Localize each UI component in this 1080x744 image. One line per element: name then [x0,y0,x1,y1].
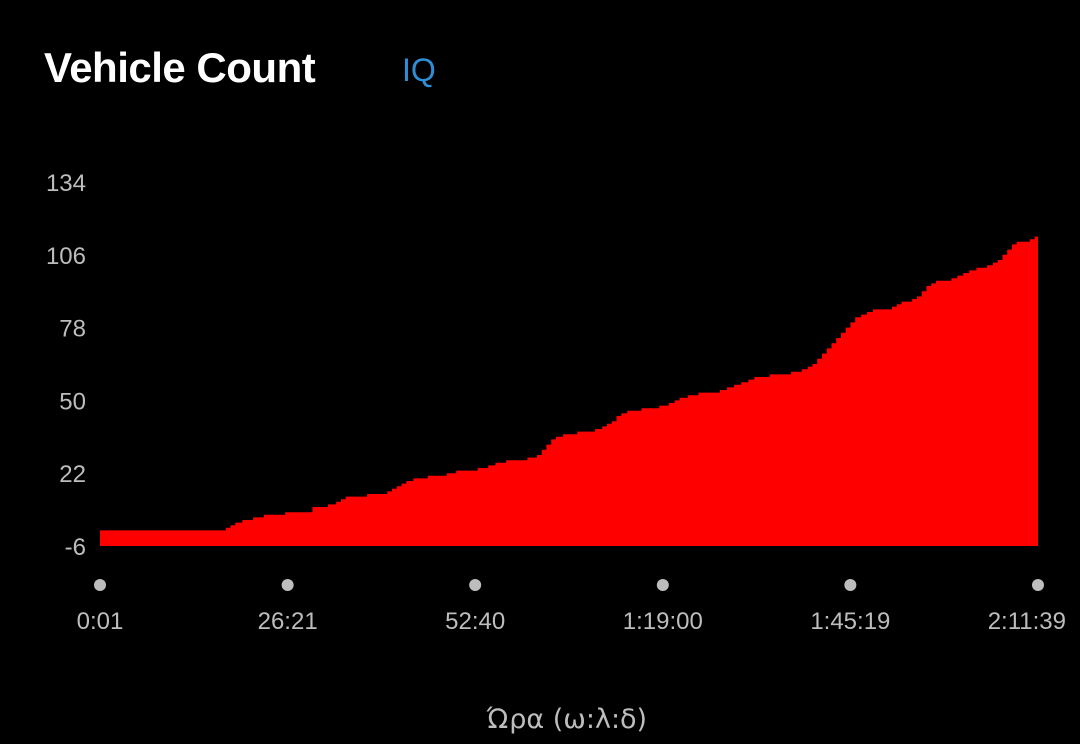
x-tick-label: 2:11:39 [988,608,1066,635]
y-tick-label: 78 [59,316,86,343]
x-tick-label: 26:21 [258,608,318,635]
x-tick-dot [281,579,294,591]
y-axis: -6 22 50 78 106 134 [46,170,86,561]
x-tick-label: 0:01 [77,608,124,635]
chart-title: Vehicle Count [44,44,316,91]
y-tick-label: 106 [46,243,86,270]
x-tick-dot [844,579,857,591]
y-tick-label: 22 [59,461,86,488]
x-tick-label: 1:19:00 [623,608,703,635]
x-axis: 0:01 26:21 52:40 1:19:00 1:45:19 2:11:39 [77,579,1066,635]
vehicle-count-area [100,236,1038,546]
x-axis-label: Ώρα (ω:λ:δ) [486,704,647,735]
x-tick-dot [469,579,482,591]
iq-badge[interactable]: IQ [402,52,436,88]
x-tick-dot [94,579,106,591]
x-tick-dot [1032,579,1044,591]
x-tick-label: 52:40 [445,608,505,635]
x-tick-dot [656,579,669,591]
y-tick-label: 134 [46,170,86,197]
y-tick-label: 50 [59,388,86,415]
y-tick-label: -6 [65,534,86,561]
area-layer [100,236,1038,546]
x-tick-label: 1:45:19 [810,608,890,635]
